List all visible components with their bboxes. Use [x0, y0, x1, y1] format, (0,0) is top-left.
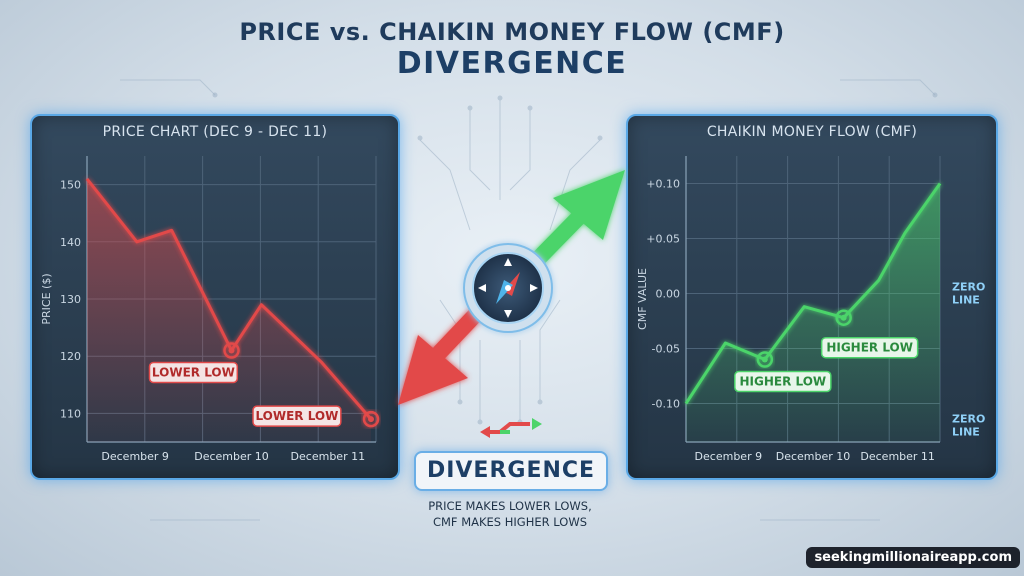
- y-tick-label: +0.05: [646, 233, 680, 246]
- zero-line-label: ZERO: [952, 413, 985, 426]
- swap-arrows-icon: [480, 418, 542, 438]
- annotation-label: LOWER LOW: [255, 409, 338, 423]
- cmf-chart-title: CHAIKIN MONEY FLOW (CMF): [706, 124, 918, 140]
- divergence-label: DIVERGENCE: [414, 451, 608, 491]
- series-line: [684, 182, 942, 405]
- annotation-marker-dot: [228, 347, 235, 354]
- y-tick-label: 130: [60, 293, 81, 306]
- annotation-label: HIGHER LOW: [826, 341, 913, 355]
- annotation-label-box: [148, 361, 239, 384]
- y-tick-label: 0.00: [656, 288, 681, 301]
- cmf-chart: +0.10 +0.05 0.00 -0.05 -0.10 CMF VALUE Decembe…: [636, 156, 985, 463]
- y-axis-label: CMF VALUE: [636, 268, 649, 330]
- price-chart: 150 140 130 120 110 PRICE ($) December 9 Decemb…: [40, 156, 380, 463]
- y-axis-label: PRICE ($): [40, 273, 53, 324]
- annotation-marker: [756, 351, 774, 368]
- zero-line-label: ZERO: [952, 281, 985, 294]
- x-tick-label: December 11: [860, 450, 935, 463]
- y-tick-label: 140: [60, 236, 81, 249]
- y-tick-label: 110: [60, 407, 81, 420]
- red-down-arrow: [398, 304, 486, 405]
- y-tick-label: +0.10: [646, 178, 680, 191]
- annotation-label-box: [820, 336, 919, 359]
- cmf-chart-panel: CHAIKIN MONEY FLOW (CMF) +0.10 +0.05 0.00 -…: [626, 114, 998, 480]
- main-subtitle: DIVERGENCE: [396, 46, 628, 81]
- main-title: PRICE vs. CHAIKIN MONEY FLOW (CMF): [239, 18, 785, 46]
- y-tick-label: 150: [60, 179, 81, 192]
- site-watermark: seekingmillionaireapp.com: [806, 547, 1020, 568]
- annotation-marker-dot: [761, 356, 768, 363]
- y-tick-label: -0.05: [652, 343, 680, 356]
- y-tick-label: 120: [60, 350, 81, 363]
- divergence-description-2: CMF MAKES HIGHER LOWS: [432, 515, 587, 529]
- annotation-label: LOWER LOW: [152, 365, 235, 379]
- x-tick-label: December 9: [101, 450, 169, 463]
- annotation-marker-dot: [368, 416, 375, 423]
- zero-line-label: LINE: [952, 426, 980, 439]
- annotation-marker: [223, 342, 240, 359]
- price-chart-title: PRICE CHART (DEC 9 - DEC 11): [102, 124, 328, 140]
- x-tick-label: December 10: [776, 450, 851, 463]
- annotation-marker: [835, 309, 852, 326]
- divergence-description-1: PRICE MAKES LOWER LOWS,: [428, 499, 592, 513]
- zero-line-label: LINE: [952, 294, 980, 307]
- compass-icon: [463, 243, 553, 333]
- green-up-arrow: [527, 170, 625, 270]
- x-tick-label: December 10: [194, 450, 269, 463]
- annotation-label: HIGHER LOW: [739, 375, 826, 389]
- annotation-label-box: [252, 405, 342, 427]
- annotation-label-box: [734, 370, 832, 393]
- x-tick-label: December 11: [291, 450, 366, 463]
- annotation-marker: [362, 410, 380, 428]
- y-tick-label: -0.10: [652, 398, 680, 411]
- price-chart-panel: PRICE CHART (DEC 9 - DEC 11) 150 140 130 12…: [30, 114, 400, 480]
- annotation-marker-dot: [840, 314, 847, 321]
- x-tick-label: December 9: [695, 450, 763, 463]
